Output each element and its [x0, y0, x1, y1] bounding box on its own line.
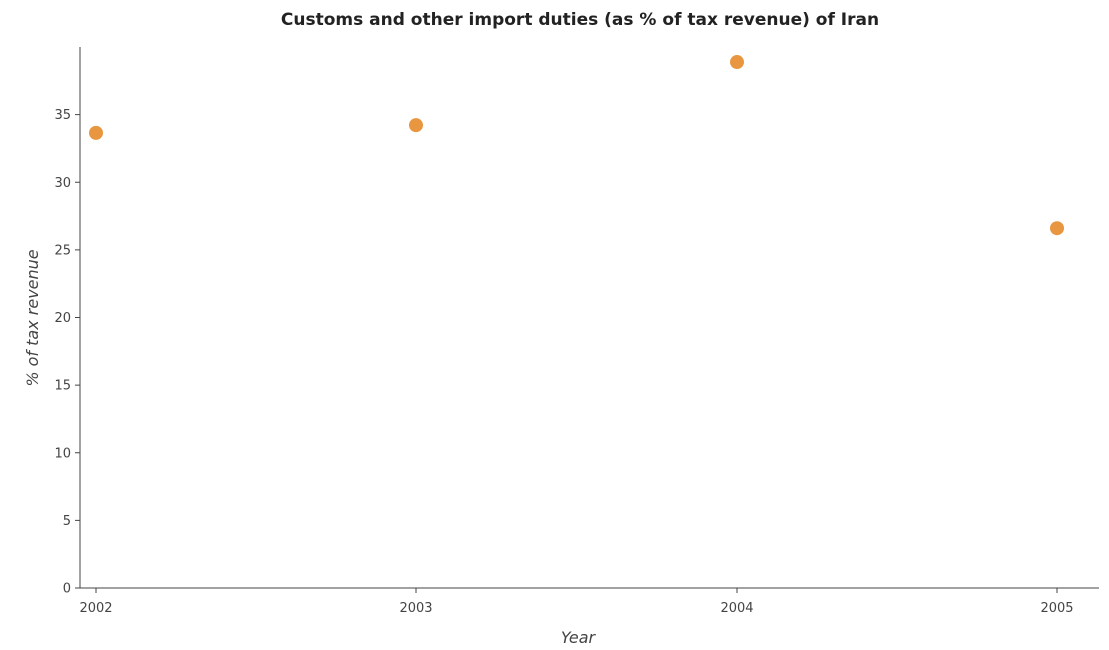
data-point [1050, 221, 1064, 236]
x-tick-label: 2005 [1040, 601, 1073, 616]
x-tick-label: 2004 [720, 601, 753, 616]
data-point [409, 118, 423, 133]
y-axis-label: % of tax revenue [23, 249, 42, 386]
y-tick-label: 15 [54, 379, 71, 394]
y-axis-ticks: 0 5 10 15 20 25 30 35 [54, 108, 80, 597]
y-tick-label: 0 [63, 582, 71, 597]
data-points [89, 55, 1064, 236]
data-point [89, 125, 103, 140]
y-tick-label: 30 [54, 176, 71, 191]
y-tick-label: 5 [63, 514, 71, 529]
y-tick-label: 10 [54, 446, 71, 461]
plot-frame [79, 47, 1099, 589]
y-tick-label: 20 [54, 311, 71, 326]
x-tick-label: 2003 [399, 601, 432, 616]
x-tick-label: 2002 [79, 601, 112, 616]
data-point [730, 55, 744, 70]
chart-title: Customs and other import duties (as % of… [281, 10, 879, 30]
y-tick-label: 35 [54, 108, 71, 123]
x-axis-label: Year [561, 628, 597, 647]
x-axis-ticks: 2002 2003 2004 2005 [79, 588, 1074, 616]
y-tick-label: 25 [54, 243, 71, 258]
